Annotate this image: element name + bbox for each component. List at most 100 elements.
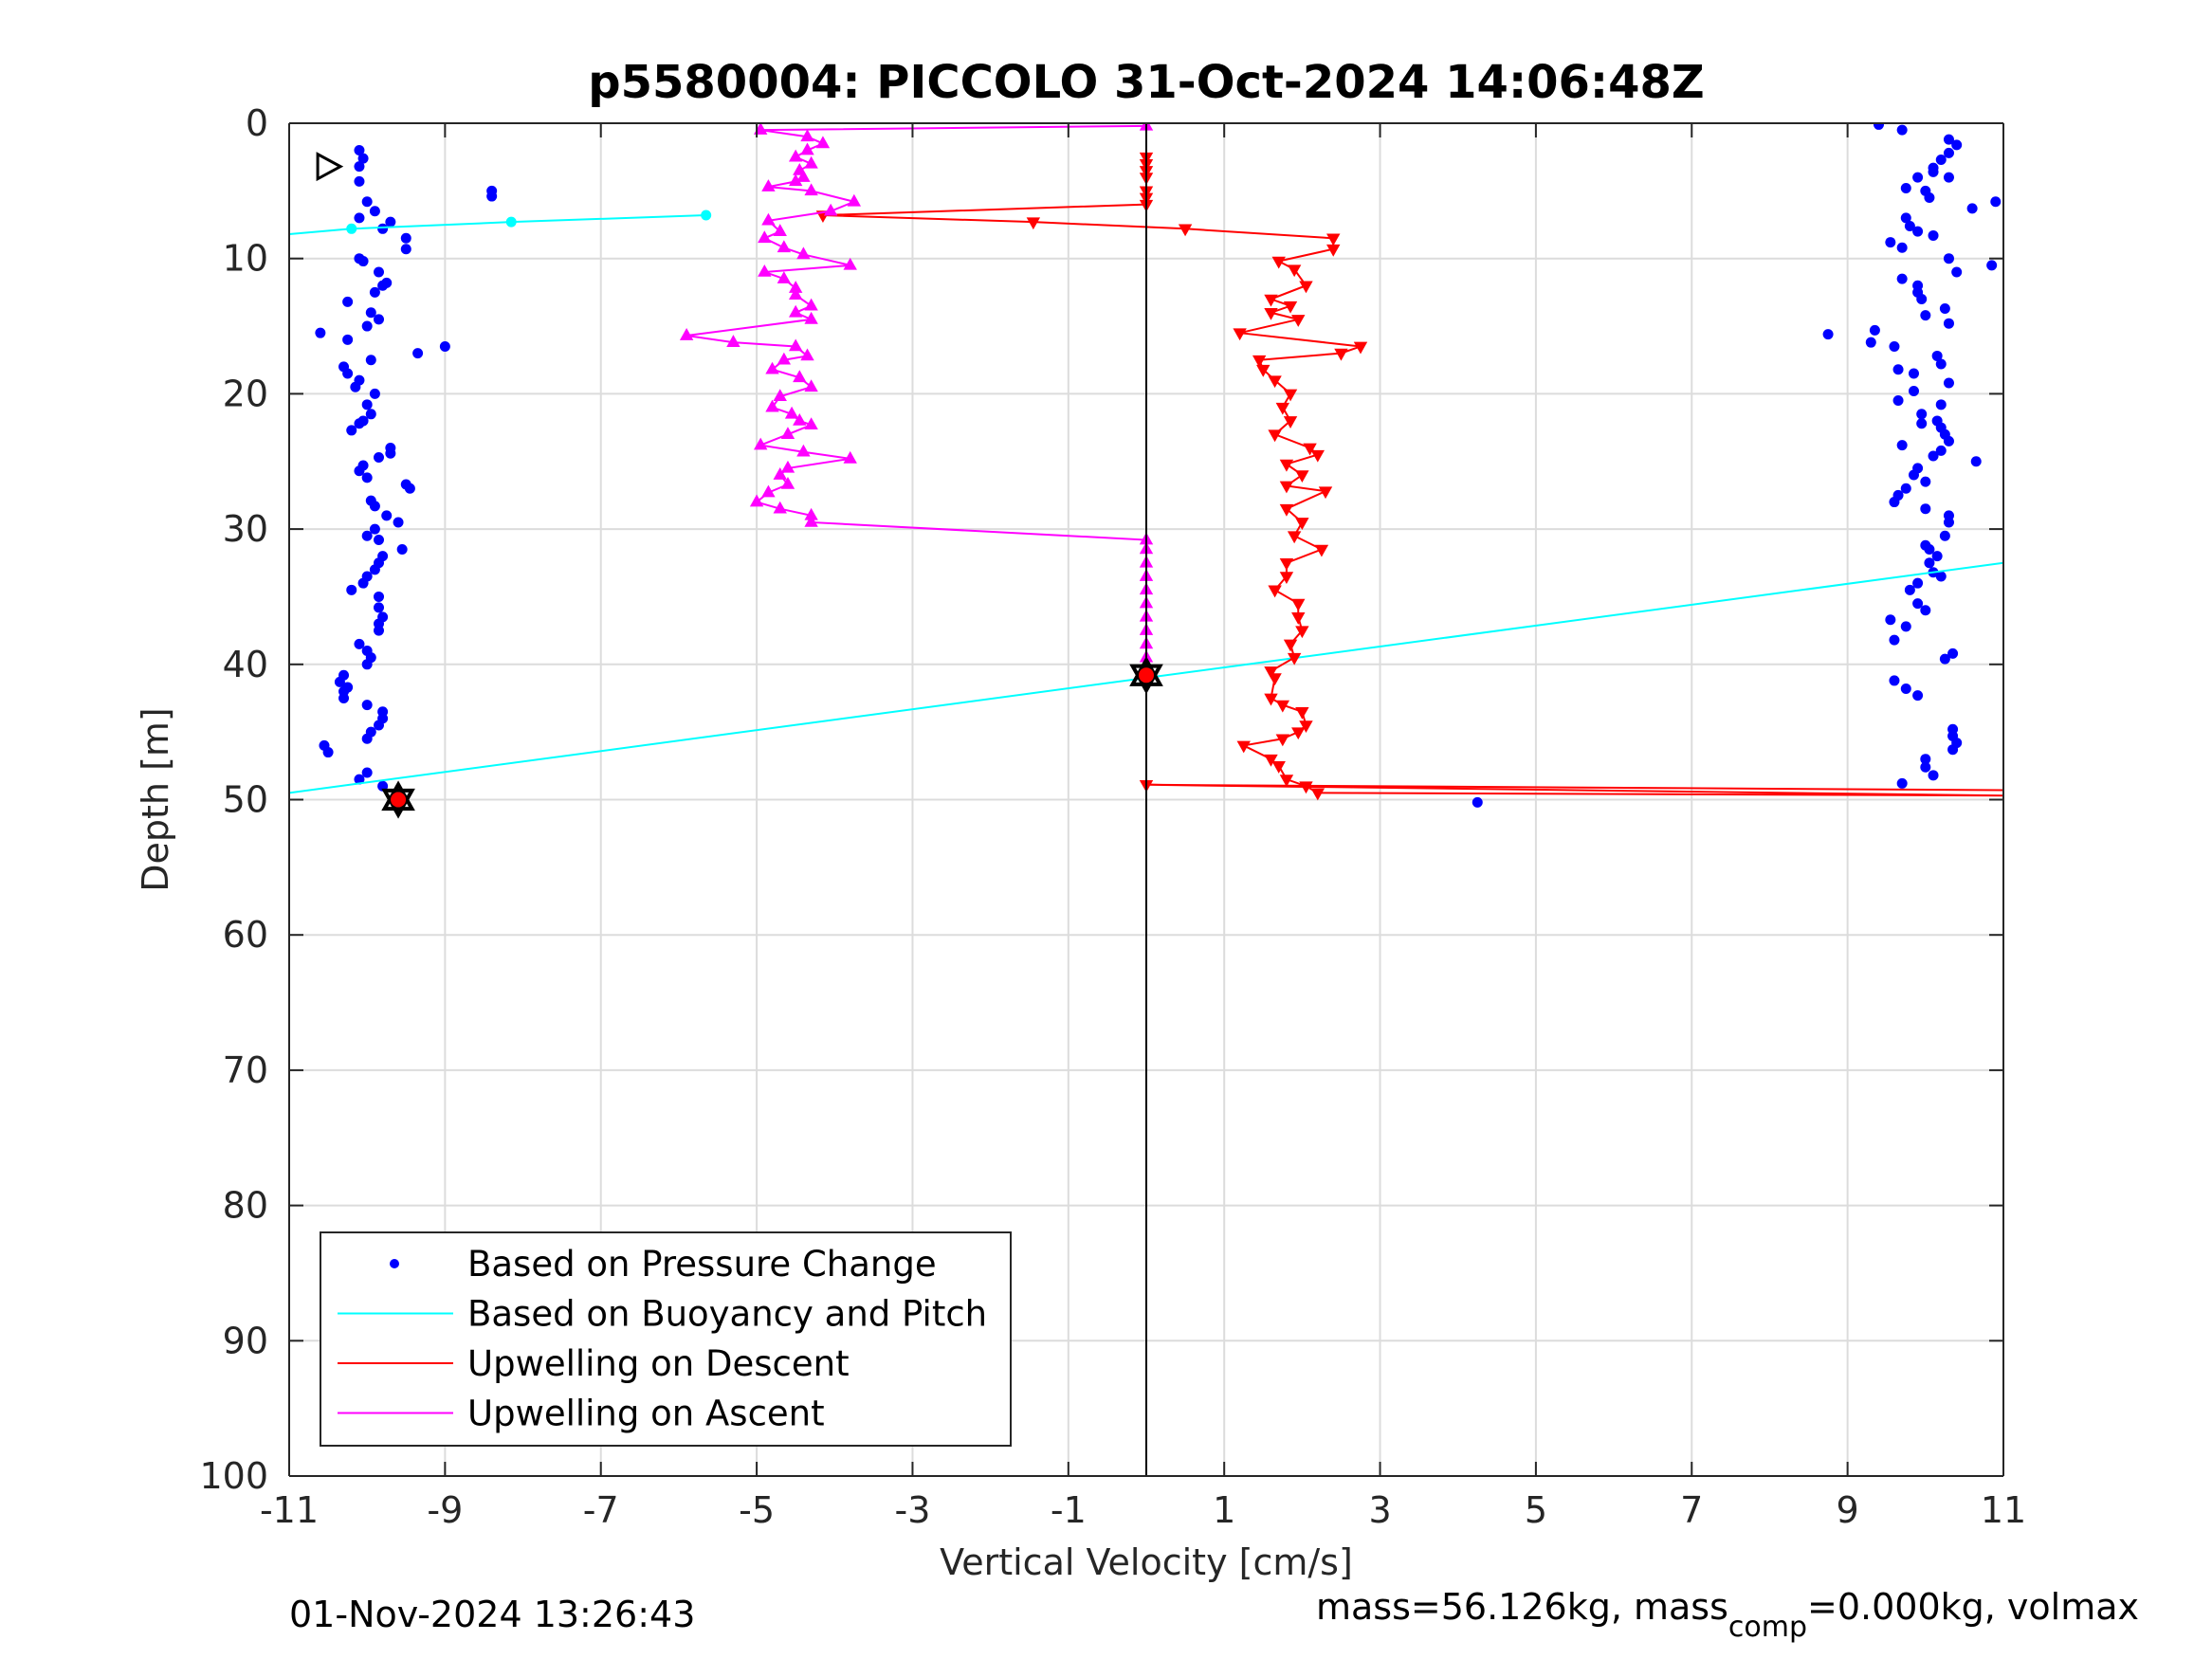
upwelling-ascent-point	[796, 444, 811, 457]
upwelling-ascent-point	[777, 352, 792, 365]
pressure-change-point	[374, 314, 385, 325]
upwelling-descent-point	[1252, 355, 1267, 368]
upwelling-ascent-point	[777, 271, 792, 283]
pressure-change-point	[1924, 544, 1935, 556]
x-tick-label: -3	[895, 1489, 931, 1531]
legend-label: Upwelling on Descent	[467, 1343, 850, 1384]
upwelling-descent-point	[1283, 639, 1298, 652]
pressure-change-point	[1928, 229, 1939, 241]
x-tick-label: -1	[1051, 1489, 1087, 1531]
pressure-change-point	[1900, 483, 1911, 494]
upwelling-descent-point	[1279, 481, 1294, 494]
data-layer	[289, 123, 2003, 1476]
y-tick-label: 30	[223, 508, 268, 550]
pressure-change-point	[338, 692, 350, 703]
upwelling-descent-point	[1287, 264, 1302, 278]
upwelling-ascent-point	[765, 361, 779, 374]
x-tick-label: 7	[1680, 1489, 1703, 1531]
pressure-change-point	[365, 355, 376, 366]
pressure-change-point	[1472, 796, 1483, 808]
x-tick-label: 3	[1368, 1489, 1391, 1531]
pressure-change-point	[1924, 191, 1935, 203]
upwelling-descent-point	[1275, 700, 1290, 713]
y-tick-label: 50	[223, 779, 268, 821]
y-tick-label: 0	[246, 102, 268, 144]
pressure-change-point	[346, 584, 357, 595]
pressure-change-point	[1947, 647, 1959, 659]
legend: Based on Pressure Change Based on Buoyanc…	[320, 1231, 1012, 1447]
upwelling-ascent-point	[749, 494, 764, 507]
upwelling-descent-point	[1303, 443, 1317, 456]
upwelling-ascent-point	[777, 240, 792, 253]
pressure-change-point	[1928, 770, 1939, 781]
x-tick-label: 1	[1213, 1489, 1235, 1531]
upwelling-ascent-point	[780, 427, 795, 440]
pressure-change-point	[1896, 273, 1908, 284]
pressure-change-point	[361, 399, 373, 410]
pressure-change-point	[1896, 440, 1908, 451]
upwelling-ascent-point	[793, 370, 807, 383]
pressure-change-point	[1900, 212, 1911, 224]
upwelling-ascent-point	[773, 501, 787, 514]
upwelling-ascent-point	[761, 179, 776, 191]
upwelling-ascent-point	[804, 417, 818, 430]
upwelling-ascent-point	[773, 389, 787, 402]
upwelling-descent-point	[1026, 217, 1041, 230]
pressure-change-point	[1822, 329, 1834, 340]
pressure-change-point	[1904, 584, 1915, 595]
upwelling-descent-point	[1178, 224, 1193, 237]
y-axis-label: Depth [m]	[135, 707, 176, 892]
y-tick-label: 40	[223, 644, 268, 685]
upwelling-descent-point	[1275, 734, 1290, 747]
marker-center	[1139, 667, 1154, 684]
pressure-change-point	[342, 334, 354, 345]
upwelling-ascent-point	[788, 287, 803, 301]
upwelling-ascent-point	[758, 230, 772, 244]
upwelling-ascent-point	[800, 142, 814, 155]
upwelling-ascent-point	[754, 437, 768, 450]
pressure-change-point	[342, 296, 354, 307]
pressure-change-point	[1916, 409, 1928, 420]
upwelling-ascent-point	[726, 335, 740, 347]
pressure-change-point	[374, 591, 385, 602]
upwelling-descent-point	[1353, 341, 1368, 355]
pressure-change-point	[1928, 450, 1939, 462]
upwelling-descent-point	[1310, 449, 1325, 463]
legend-box	[320, 1231, 1012, 1447]
pressure-change-point	[381, 277, 393, 288]
pressure-change-point	[1935, 571, 1947, 582]
upwelling-descent-point	[1291, 598, 1306, 611]
pressure-change-point	[1916, 294, 1928, 305]
pressure-change-point	[1908, 386, 1919, 397]
pressure-change-point	[361, 530, 373, 541]
upwelling-descent-point	[1283, 416, 1298, 428]
upwelling-ascent-point	[800, 348, 814, 361]
upwelling-descent-point	[1271, 761, 1286, 774]
pressure-change-point	[369, 206, 380, 217]
legend-label: Upwelling on Ascent	[467, 1394, 825, 1434]
pressure-change-point	[361, 700, 373, 711]
pressure-change-point	[1889, 675, 1900, 686]
upwelling-ascent-point	[843, 257, 857, 270]
buoyancy-pitch-line	[289, 214, 706, 236]
upwelling-descent-point	[1268, 585, 1282, 598]
pressure-change-point	[1935, 155, 1947, 166]
pressure-change-point	[1900, 621, 1911, 632]
upwelling-descent-point	[1318, 486, 1333, 500]
pressure-change-point	[1943, 318, 1954, 329]
pressure-change-point	[1896, 124, 1908, 136]
upwelling-descent-point	[1279, 572, 1294, 585]
pressure-change-point	[315, 327, 326, 338]
upwelling-descent-point	[1264, 307, 1278, 320]
upwelling-ascent-point	[788, 173, 803, 187]
upwelling-descent-point	[1310, 788, 1325, 801]
pressure-change-point	[361, 733, 373, 744]
upwelling-ascent-point	[800, 129, 814, 142]
x-tick-label: -7	[583, 1489, 619, 1531]
pressure-change-point	[1920, 310, 1931, 321]
upwelling-ascent-point	[761, 212, 776, 226]
tick-labels: -11 -9 -7 -5 -3 -1 1 3 5 7 9 1101020304050607080901…	[199, 102, 2026, 1531]
upwelling-descent-point	[1299, 281, 1313, 294]
pressure-change-point	[1947, 744, 1959, 756]
